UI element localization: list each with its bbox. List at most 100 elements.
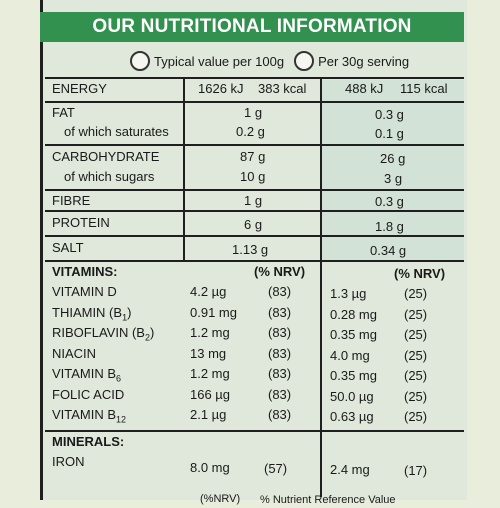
footer-nrv: (%NRV): [200, 493, 241, 505]
fibre-label: FIBRE: [52, 193, 91, 208]
vitamin-nrv-100: (83): [268, 284, 292, 299]
vitamin-value-30: 0.35 mg: [330, 368, 377, 383]
vitamin-nrv-30: (25): [404, 347, 428, 363]
iron-nrv-100: (57): [264, 461, 288, 476]
rule: [45, 77, 464, 79]
legend-per100-label: Typical value per 100g: [154, 53, 285, 69]
vitamin-nrv-100: (83): [268, 366, 292, 381]
legend-per100: Typical value per 100g: [130, 51, 284, 71]
nutrition-title: OUR NUTRITIONAL INFORMATION: [40, 12, 464, 42]
carb-30: 26 g: [380, 151, 406, 166]
vitamin-nrv-30: (25): [404, 306, 428, 322]
vitamin-name-text: NIACIN: [52, 345, 97, 361]
column-divider: [183, 77, 185, 262]
vitamin-nrv-30: (25): [404, 286, 428, 301]
salt-30: 0.34 g: [370, 243, 407, 258]
carb-100: 87 g: [240, 149, 266, 164]
rule: [45, 189, 464, 191]
vitamin-suffix: ): [149, 325, 155, 340]
vitamin-value-100: 2.1 µg: [190, 407, 227, 422]
vitamin-value-30: 0.35 mg: [330, 327, 377, 342]
protein-100: 6 g: [244, 217, 263, 232]
footer-note: % Nutrient Reference Value: [260, 494, 396, 506]
column-divider: [320, 77, 322, 497]
carb-label: CARBOHYDRATE: [52, 149, 160, 164]
fat-100: 1 g: [244, 105, 263, 120]
iron-100: 8.0 mg: [190, 460, 230, 475]
saturates-30: 0.1 g: [375, 126, 404, 141]
vitamin-value-100: 13 mg: [190, 345, 227, 361]
energy-kcal-30: 115 kcal: [400, 81, 448, 96]
rule: [45, 430, 464, 432]
energy-kcal-100: 383 kcal: [258, 81, 307, 96]
vitamin-nrv-100: (83): [268, 407, 292, 422]
vitamin-value-100: 1.2 mg: [190, 366, 230, 381]
sugars-100: 10 g: [240, 169, 266, 184]
vitamin-value-30: 50.0 µg: [330, 388, 374, 404]
vitamin-name: THIAMIN (B1): [52, 305, 131, 326]
vitamin-name: FOLIC ACID: [52, 387, 124, 403]
circle-icon: [294, 51, 315, 71]
vitamin-name: VITAMIN D: [52, 284, 117, 300]
nrv-header-100: (% NRV): [254, 264, 306, 279]
rule: [45, 210, 464, 212]
vitamins-heading: VITAMINS:: [52, 264, 118, 279]
rule: [45, 260, 464, 262]
vitamin-value-30: 0.28 mg: [330, 306, 377, 322]
vitamin-nrv-100: (83): [268, 345, 292, 361]
vitamin-name: VITAMIN B6: [52, 366, 121, 387]
energy-kj-100: 1626 kJ: [198, 81, 244, 96]
vitamin-name-text: FOLIC ACID: [52, 386, 125, 402]
protein-label: PROTEIN: [52, 215, 110, 230]
vitamin-nrv-100: (83): [268, 386, 292, 402]
energy-kj-30: 488 kJ: [345, 81, 384, 96]
iron-nrv-30: (17): [404, 463, 428, 478]
vitamin-subscript: 2: [144, 332, 150, 343]
vitamin-nrv-30: (25): [404, 409, 428, 424]
rule: [45, 144, 464, 146]
vitamin-name-text: THIAMIN (B: [52, 304, 123, 320]
nrv-header-30: (% NRV): [394, 266, 446, 281]
iron-label: IRON: [52, 454, 85, 469]
protein-30: 1.8 g: [375, 219, 404, 234]
legend-per30-label: Per 30g serving: [318, 53, 410, 69]
vitamin-nrv-30: (25): [404, 368, 428, 383]
salt-label: SALT: [52, 240, 84, 255]
iron-30: 2.4 mg: [330, 462, 370, 477]
saturates-100: 0.2 g: [236, 124, 265, 139]
legend: Typical value per 100g Per 30g serving: [130, 48, 460, 74]
fat-30: 0.3 g: [375, 107, 404, 122]
serving-column-shade: [322, 80, 464, 262]
legend-per30: Per 30g serving: [294, 51, 409, 71]
vitamin-nrv-30: (25): [404, 327, 428, 342]
rule: [45, 235, 464, 237]
vitamin-value-100: 166 µg: [190, 386, 231, 402]
minerals-heading: MINERALS:: [52, 434, 125, 449]
vitamin-name-text: VITAMIN B: [52, 407, 117, 422]
energy-label: ENERGY: [52, 81, 107, 96]
vitamin-subscript: 6: [116, 373, 122, 384]
vitamin-name-text: VITAMIN D: [52, 284, 117, 299]
vitamin-nrv-30: (25): [404, 388, 428, 404]
saturates-label: of which saturates: [64, 124, 169, 139]
vitamin-value-30: 0.63 µg: [330, 409, 374, 424]
vitamin-nrv-100: (83): [268, 325, 292, 340]
rule: [45, 101, 464, 103]
vitamin-name: RIBOFLAVIN (B2): [52, 325, 154, 346]
vitamin-value-30: 1.3 µg: [330, 286, 367, 301]
salt-100: 1.13 g: [232, 242, 269, 257]
vitamin-name-text: VITAMIN B: [52, 366, 117, 381]
sugars-label: of which sugars: [64, 169, 155, 184]
vitamin-nrv-100: (83): [268, 304, 292, 320]
vitamin-value-100: 1.2 mg: [190, 325, 230, 340]
vitamin-subscript: 1: [122, 312, 128, 323]
vitamin-value-30: 4.0 mg: [330, 347, 370, 363]
vitamin-name: NIACIN: [52, 346, 96, 362]
sugars-30: 3 g: [384, 171, 403, 186]
fibre-100: 1 g: [244, 193, 263, 208]
vitamin-subscript: 12: [116, 414, 127, 425]
vitamin-suffix: ): [127, 304, 132, 320]
vitamin-name-text: RIBOFLAVIN (B: [52, 325, 145, 340]
vitamin-value-100: 0.91 mg: [190, 304, 237, 320]
vitamin-name: VITAMIN B12: [52, 407, 126, 428]
